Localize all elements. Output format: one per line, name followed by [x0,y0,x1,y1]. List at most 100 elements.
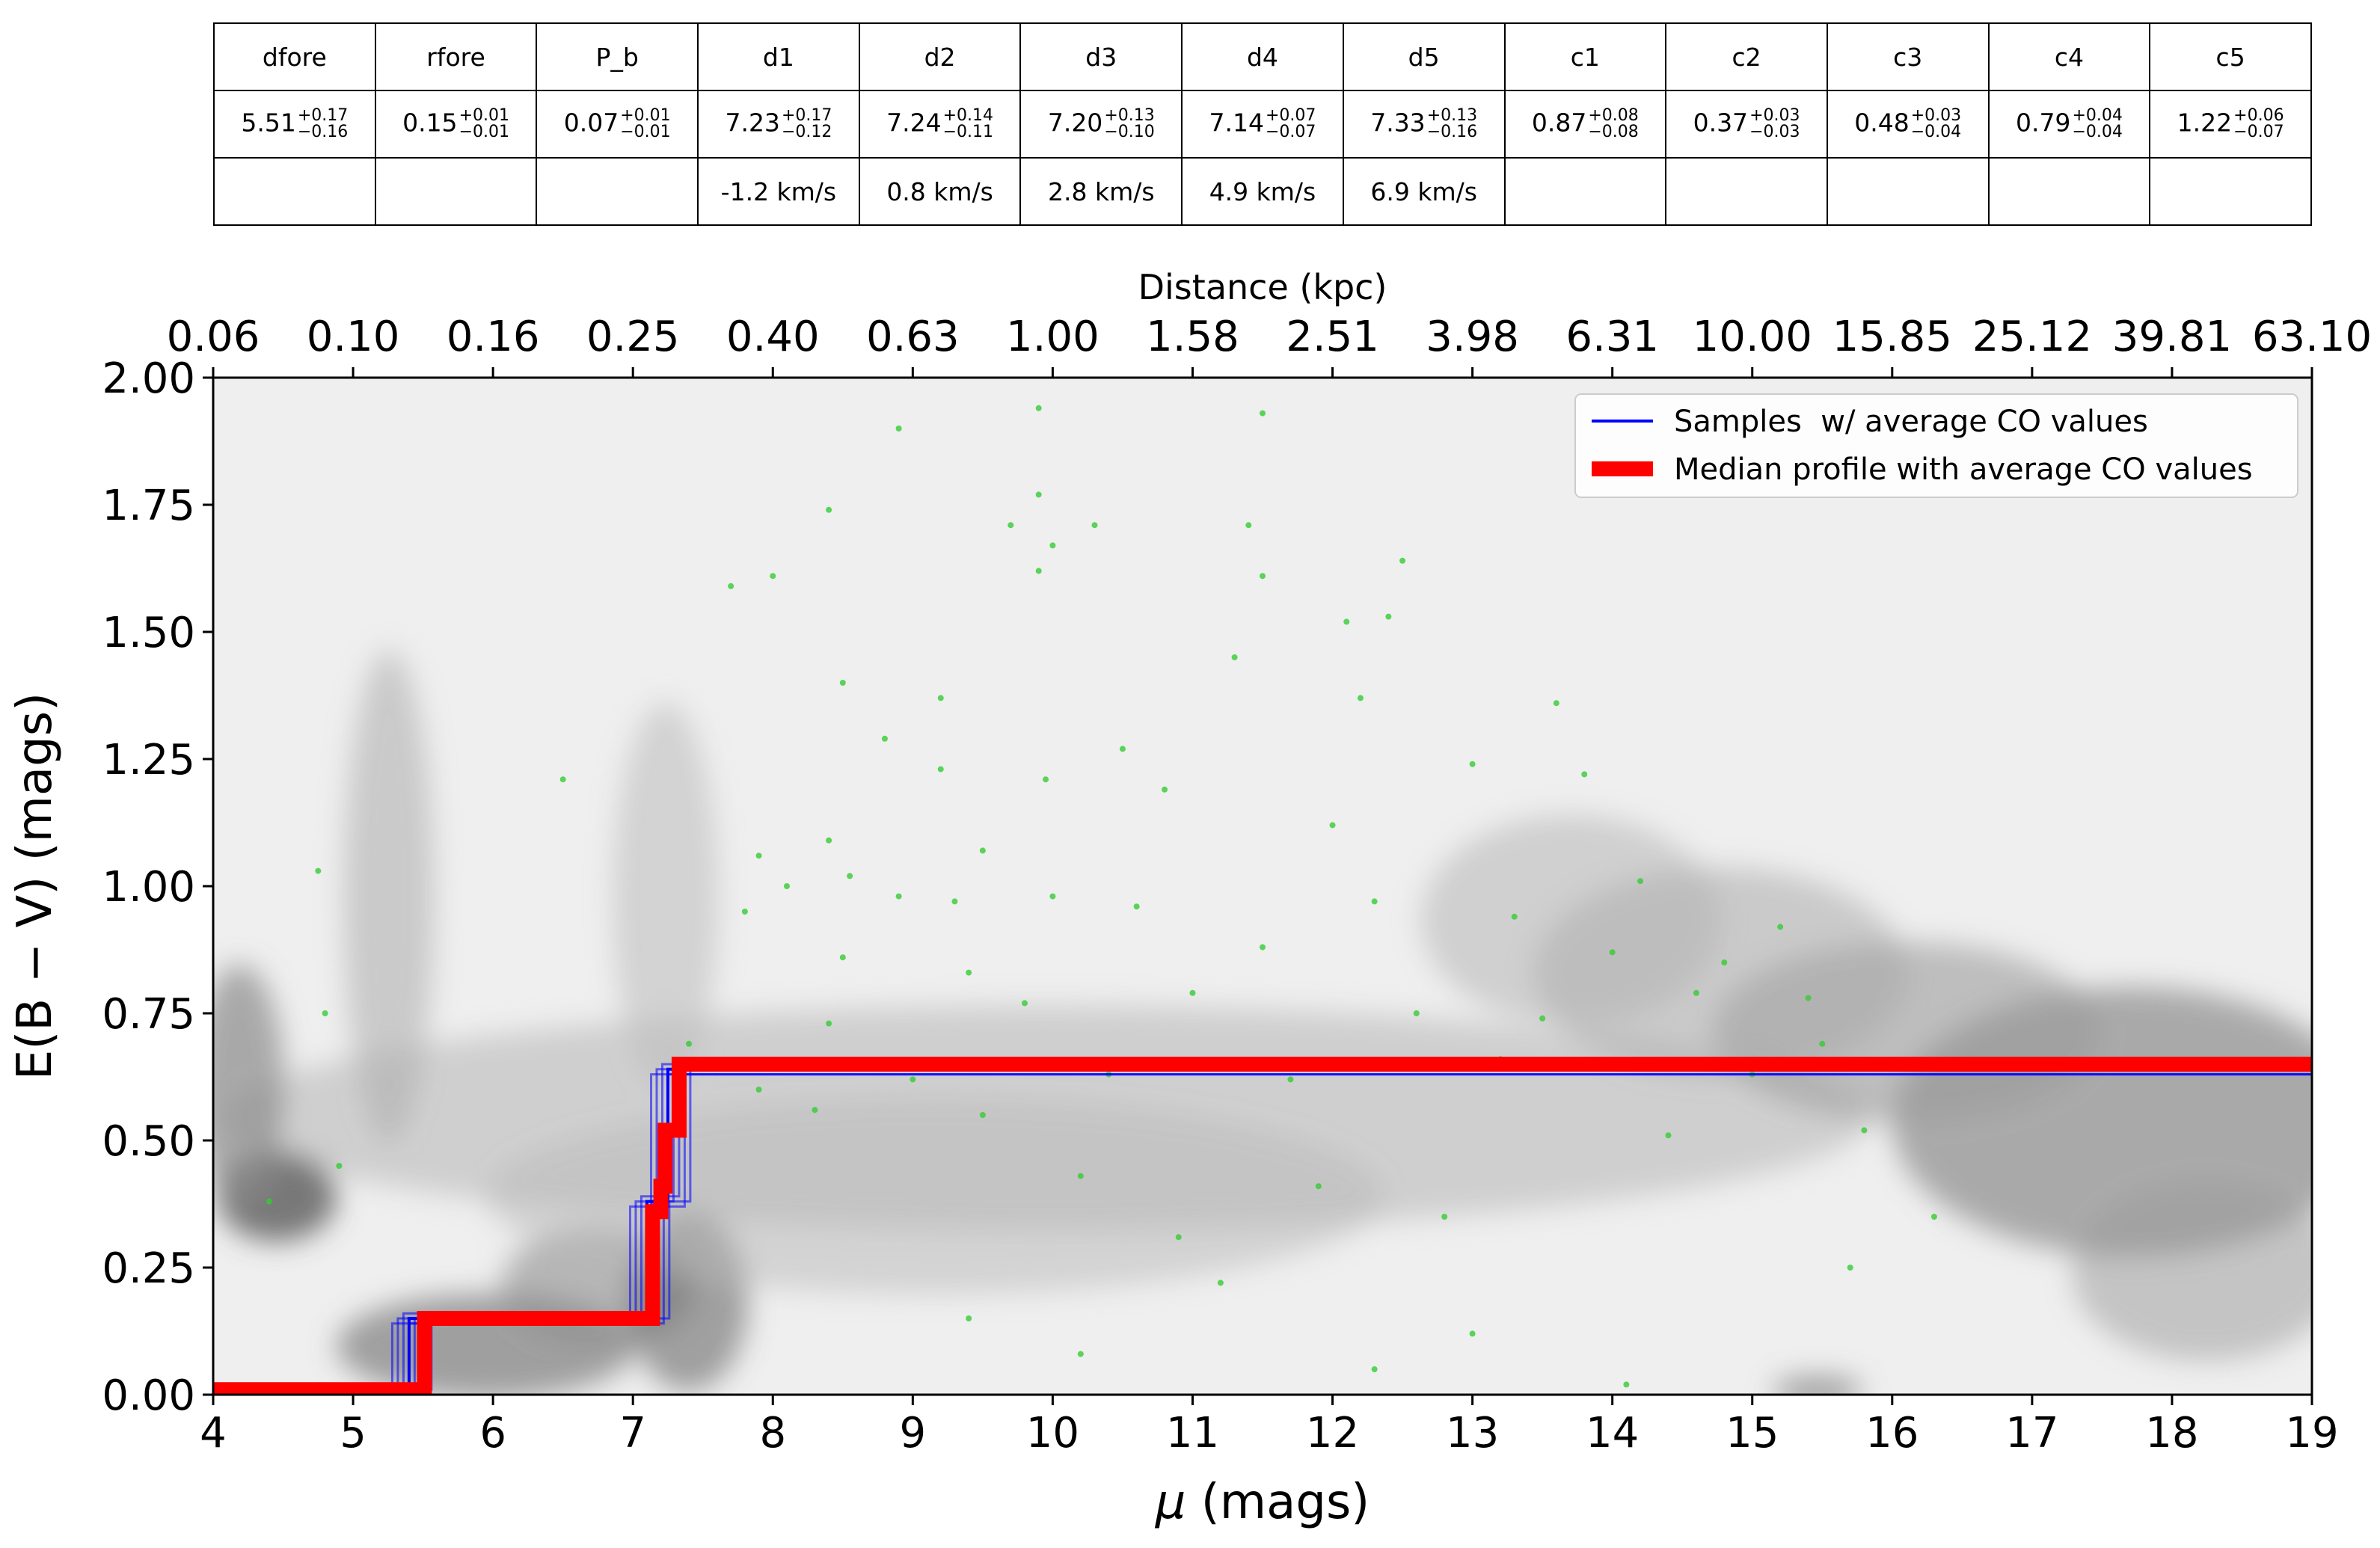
param-value-plus: +0.06 [2233,106,2284,125]
velocity-cell [213,157,376,226]
param-header-rfore: rfore [374,22,538,91]
top-tick-label: 15.85 [1832,313,1952,361]
star-point [755,853,762,859]
star-point [266,1198,272,1205]
star-point [1315,1183,1322,1190]
x-axis-bottom: 4 5 6 7 8 9 10 11 12 13 14 15 16 17 18 19 [200,1395,2339,1458]
star-point [1133,903,1140,910]
star-point [839,680,846,686]
velocity-cell [536,157,699,226]
star-point [1385,613,1392,620]
legend: Samples w/ average CO values Median prof… [1574,393,2298,498]
velocity-cell: 6.9 km/s [1342,157,1506,226]
top-tick-label: 2.51 [1286,313,1379,361]
star-point [1329,822,1336,829]
x-tick-label: 14 [1586,1409,1639,1458]
median-profile-line [213,1057,2312,1395]
star-point [1637,878,1644,885]
star-point [1413,1010,1420,1016]
param-value-c4: 0.79 +0.04 −0.04 [1987,90,2151,159]
param-value-plus: +0.08 [1588,106,1639,125]
param-value-minus: −0.01 [458,123,509,141]
velocity-cell: 4.9 km/s [1181,157,1344,226]
star-point [741,909,748,915]
star-point [1035,405,1042,411]
param-value-base: 0.48 [1854,108,1910,138]
x-tick-label: 17 [2005,1409,2058,1458]
star-point [937,695,944,701]
param-value-dfore: 5.51 +0.17 −0.16 [213,90,376,159]
star-point [1343,618,1350,625]
star-point [1665,1132,1672,1139]
param-header-c4: c4 [1987,22,2151,91]
param-value-d3: 7.20 +0.13 −0.10 [1019,90,1183,159]
param-value-minus: −0.08 [1588,123,1639,141]
param-value-d2: 7.24 +0.14 −0.11 [858,90,1022,159]
param-value-minus: −0.12 [781,123,832,141]
param-header-d4: d4 [1181,22,1344,91]
param-header-d2: d2 [858,22,1022,91]
param-value-base: 7.20 [1047,108,1103,138]
velocity-cell [1665,157,1828,226]
parameter-table: dfore rfore P_b d1 d2 d3 d4 d5 c1 c2 c3 c4 c5 5.51 +0… [213,22,2312,226]
top-tick-label: 25.12 [1972,313,2092,361]
y-tick-label: 0.75 [102,990,195,1039]
param-value-minus: −0.07 [1266,123,1316,141]
top-tick-label: 0.63 [866,313,960,361]
param-value-uncertainty: +0.03 −0.03 [1749,108,1800,141]
param-value-base: 0.07 [563,108,619,138]
velocity-cell [1503,157,1667,226]
top-tick-label: 63.10 [2252,313,2372,361]
x-tick-label: 6 [479,1409,506,1458]
param-value-plus: +0.17 [297,106,349,125]
param-value-c1: 0.87 +0.08 −0.08 [1503,90,1667,159]
star-point [336,1163,343,1169]
parameter-value-row: 5.51 +0.17 −0.16 0.15 +0.01 −0.01 0.07 +0.01 −0.… [213,90,2312,159]
star-point [966,969,972,976]
param-value-rfore: 0.15 +0.01 −0.01 [374,90,538,159]
star-point [881,735,888,742]
star-point [895,893,902,900]
star-point [728,583,734,589]
param-header-d5: d5 [1342,22,1506,91]
star-point [1260,573,1266,580]
star-point [1819,1040,1826,1047]
y-axis-left: 0.00 0.25 0.50 0.75 1.00 1.25 1.50 1.75 2.00 [102,354,213,1420]
star-point [315,867,322,874]
top-tick-label: 6.31 [1565,313,1659,361]
param-value-base: 7.14 [1209,108,1264,138]
top-axis-title: Distance (kpc) [1138,267,1387,307]
top-tick-label: 39.81 [2112,313,2232,361]
star-point [839,954,846,961]
param-value-uncertainty: +0.08 −0.08 [1588,108,1638,141]
star-point [1091,522,1098,529]
star-point [910,1076,916,1083]
x-tick-label: 15 [1726,1409,1779,1458]
top-tick-label: 10.00 [1693,313,1812,361]
param-value-base: 5.51 [241,108,296,138]
series-lines [213,1057,2312,1395]
param-header-c3: c3 [1826,22,1990,91]
star-point [1077,1173,1084,1179]
x-tick-label: 9 [900,1409,927,1458]
param-value-uncertainty: +0.17 −0.12 [782,108,832,141]
param-value-plus: +0.04 [2072,106,2123,125]
star-point [1035,568,1042,574]
velocity-row: -1.2 km/s 0.8 km/s 2.8 km/s 4.9 km/s 6.9 km/… [213,157,2312,226]
star-point [1805,995,1812,1001]
star-point [895,426,902,431]
x-tick-label: 4 [200,1409,227,1458]
param-value-base: 7.24 [886,108,942,138]
star-point [1217,1280,1224,1286]
top-tick-label: 0.06 [167,313,260,361]
sample-profile-line [213,1063,2312,1386]
param-value-uncertainty: +0.17 −0.16 [298,108,348,141]
star-point [1021,1000,1028,1007]
velocity-cell [1987,157,2151,226]
legend-label-samples: Samples w/ average CO values [1674,405,2148,439]
param-header-d1: d1 [697,22,860,91]
top-tick-label: 1.00 [1006,313,1099,361]
star-point [783,883,790,889]
param-value-plus: +0.01 [458,106,509,125]
